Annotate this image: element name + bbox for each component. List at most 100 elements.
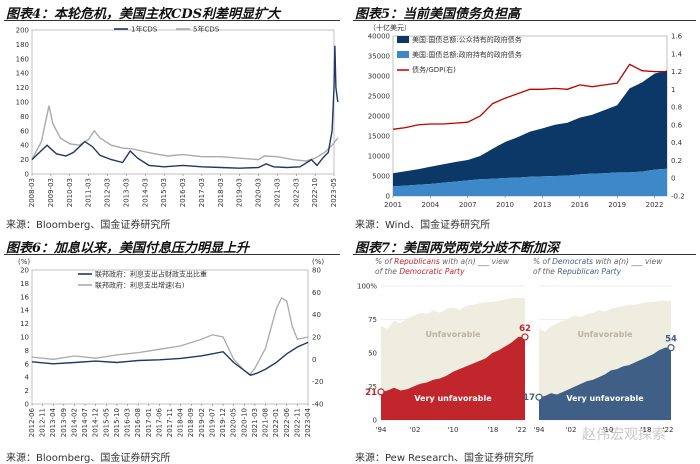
y2-tick-label: 0 xyxy=(671,175,675,183)
subtitle-line1: % of Democrats with a(n) ___ view xyxy=(533,257,663,266)
y-tick-label: 20000 xyxy=(368,113,390,121)
x-tick-label: 2015-05 xyxy=(102,408,110,437)
y2-tick-label: -20 xyxy=(312,378,323,386)
x-tick-label: 2012-03 xyxy=(104,178,112,207)
title-rule-4 xyxy=(4,20,340,21)
y-axis-unit: (%) xyxy=(18,258,30,266)
subtitle-line2: of the Democratic Party xyxy=(375,267,465,276)
x-tick-label: '02 xyxy=(410,426,421,434)
y2-tick-label: 0.8 xyxy=(671,104,682,112)
title-rule-6 xyxy=(4,254,340,255)
y-tick-label: 50 xyxy=(368,350,377,358)
x-tick-label: 2020-05 xyxy=(230,408,238,437)
y-tick-label: 35000 xyxy=(368,53,390,61)
x-tick-label: 2008-03 xyxy=(28,178,36,207)
series-line-5年CDS xyxy=(31,105,339,162)
label-very-unfavorable: Very unfavorable xyxy=(566,394,644,403)
x-tick-label: 2016 xyxy=(571,201,589,209)
y-tick-label: 18 xyxy=(20,280,29,288)
x-tick-label: 2013-03 xyxy=(122,178,130,207)
x-tick-label: 2021-08 xyxy=(262,408,270,437)
x-tick-label: 2022-10 xyxy=(311,178,319,207)
area-very-unfavorable xyxy=(381,336,525,420)
y-tick-label: 12 xyxy=(20,320,29,328)
area-gov-held-debt xyxy=(393,168,667,196)
x-tick-label: 2010 xyxy=(496,201,514,209)
y2-tick-label: 80 xyxy=(312,267,321,275)
y-tick-label: 160 xyxy=(16,55,29,63)
area-very-unfavorable xyxy=(539,347,671,420)
legend-label: 联邦政府：利息支出占财政支出比重 xyxy=(95,270,207,279)
source-6: 来源：Bloomberg、国金证券研究所 xyxy=(6,453,171,464)
x-tick-label: '18 xyxy=(641,426,652,434)
x-tick-label: 2015-03 xyxy=(160,178,168,207)
x-tick-label: 2022 xyxy=(646,201,664,209)
legend-label: 1年CDS xyxy=(131,25,158,34)
x-tick-label: 2020-10 xyxy=(240,408,248,437)
line-debt-gdp xyxy=(392,63,667,130)
x-tick-label: 2020-03 xyxy=(255,178,263,207)
y-tick-label: 120 xyxy=(16,84,29,92)
y-tick-label: 20 xyxy=(20,156,29,164)
y-tick-label: 14 xyxy=(20,307,29,315)
x-tick-label: '94 xyxy=(534,426,545,434)
x-tick-label: 2021-03 xyxy=(273,178,281,207)
y-tick-label: 0 xyxy=(373,417,377,425)
start-value: 17 xyxy=(523,393,535,403)
x-tick-label: 2012-11 xyxy=(39,408,47,437)
y-tick-label: 15000 xyxy=(368,133,390,141)
x-tick-label: 2016-03 xyxy=(124,408,132,437)
y-tick-label: 5000 xyxy=(372,173,390,181)
y-tick-label: 2 xyxy=(25,387,29,395)
x-tick-label: '22 xyxy=(516,426,527,434)
legend-label: 美国:国债总额:政府持有的政府债务 xyxy=(412,50,522,59)
x-tick-label: 2013-09 xyxy=(60,408,68,437)
x-tick-label: 2023-04 xyxy=(304,407,312,437)
x-tick-label: 2022-03 xyxy=(292,178,300,207)
x-tick-label: 2018-03 xyxy=(217,178,225,207)
y2-tick-label: -40 xyxy=(312,401,323,409)
x-tick-label: 2019-03 xyxy=(236,178,244,207)
watermark: 赵伟宏观探索 xyxy=(582,427,666,443)
x-tick-label: '18 xyxy=(488,426,499,434)
end-value: 62 xyxy=(519,324,531,334)
x-tick-label: 2014-02 xyxy=(70,408,78,437)
line-interest-growth xyxy=(31,296,309,376)
y2-tick-label: 1 xyxy=(671,86,675,94)
plot-frame xyxy=(31,29,335,175)
x-tick-label: 2010-03 xyxy=(66,178,74,207)
x-tick-label: 2017-06 xyxy=(155,407,163,437)
y2-tick-label: 0.4 xyxy=(671,139,683,147)
plot-frame xyxy=(31,269,309,405)
y-tick-label: 75 xyxy=(368,316,377,324)
source-7: 来源：Pew Research、国金证券研究所 xyxy=(355,453,535,464)
y-tick-label: 10 xyxy=(20,334,29,342)
end-value: 54 xyxy=(665,335,677,345)
y2-tick-label: 1.4 xyxy=(671,50,683,58)
y-tick-label: 80 xyxy=(20,113,29,121)
y-axis-unit: （十亿美元） xyxy=(369,23,411,32)
y2-tick-label: 0.6 xyxy=(671,121,683,129)
y-tick-label: 16 xyxy=(20,293,29,301)
y-tick-label: 0 xyxy=(386,193,390,201)
y-tick-label: 60 xyxy=(20,127,29,135)
y2-tick-label: 0.2 xyxy=(671,157,682,165)
y-tick-label: 10000 xyxy=(368,153,390,161)
y2-tick-label: 1.2 xyxy=(671,68,682,76)
source-4: 来源：Bloomberg、国金证券研究所 xyxy=(6,220,171,231)
chart-interest-pressure: (%) (%) 0 2 4 6 8 10 12 14 16 18 20 -40 -20 0 20 40 60 80 20… xyxy=(18,258,324,437)
x-tick-label: 2017-01 xyxy=(145,408,153,437)
label-unfavorable: Unfavorable xyxy=(425,330,481,339)
y2-tick-label: 1.6 xyxy=(671,33,683,41)
y-tick-label: 100 xyxy=(16,99,29,107)
label-very-unfavorable: Very unfavorable xyxy=(414,394,492,403)
y2-tick-label: -0.2 xyxy=(671,193,685,201)
y2-axis-unit: (%) xyxy=(312,258,324,266)
legend-label: 美国:国债总额:公众持有的政府债务 xyxy=(412,35,522,44)
source-5: 来源：Wind、国金证券研究所 xyxy=(355,220,491,231)
y-tick-label: 0 xyxy=(25,401,29,409)
x-tick-label: 2001 xyxy=(384,201,402,209)
panel-title-7: 图表7：美国两党两党分歧不断加深 xyxy=(355,241,560,256)
x-tick-label: '10 xyxy=(603,426,614,434)
x-tick-label: 2016-03 xyxy=(179,178,187,207)
